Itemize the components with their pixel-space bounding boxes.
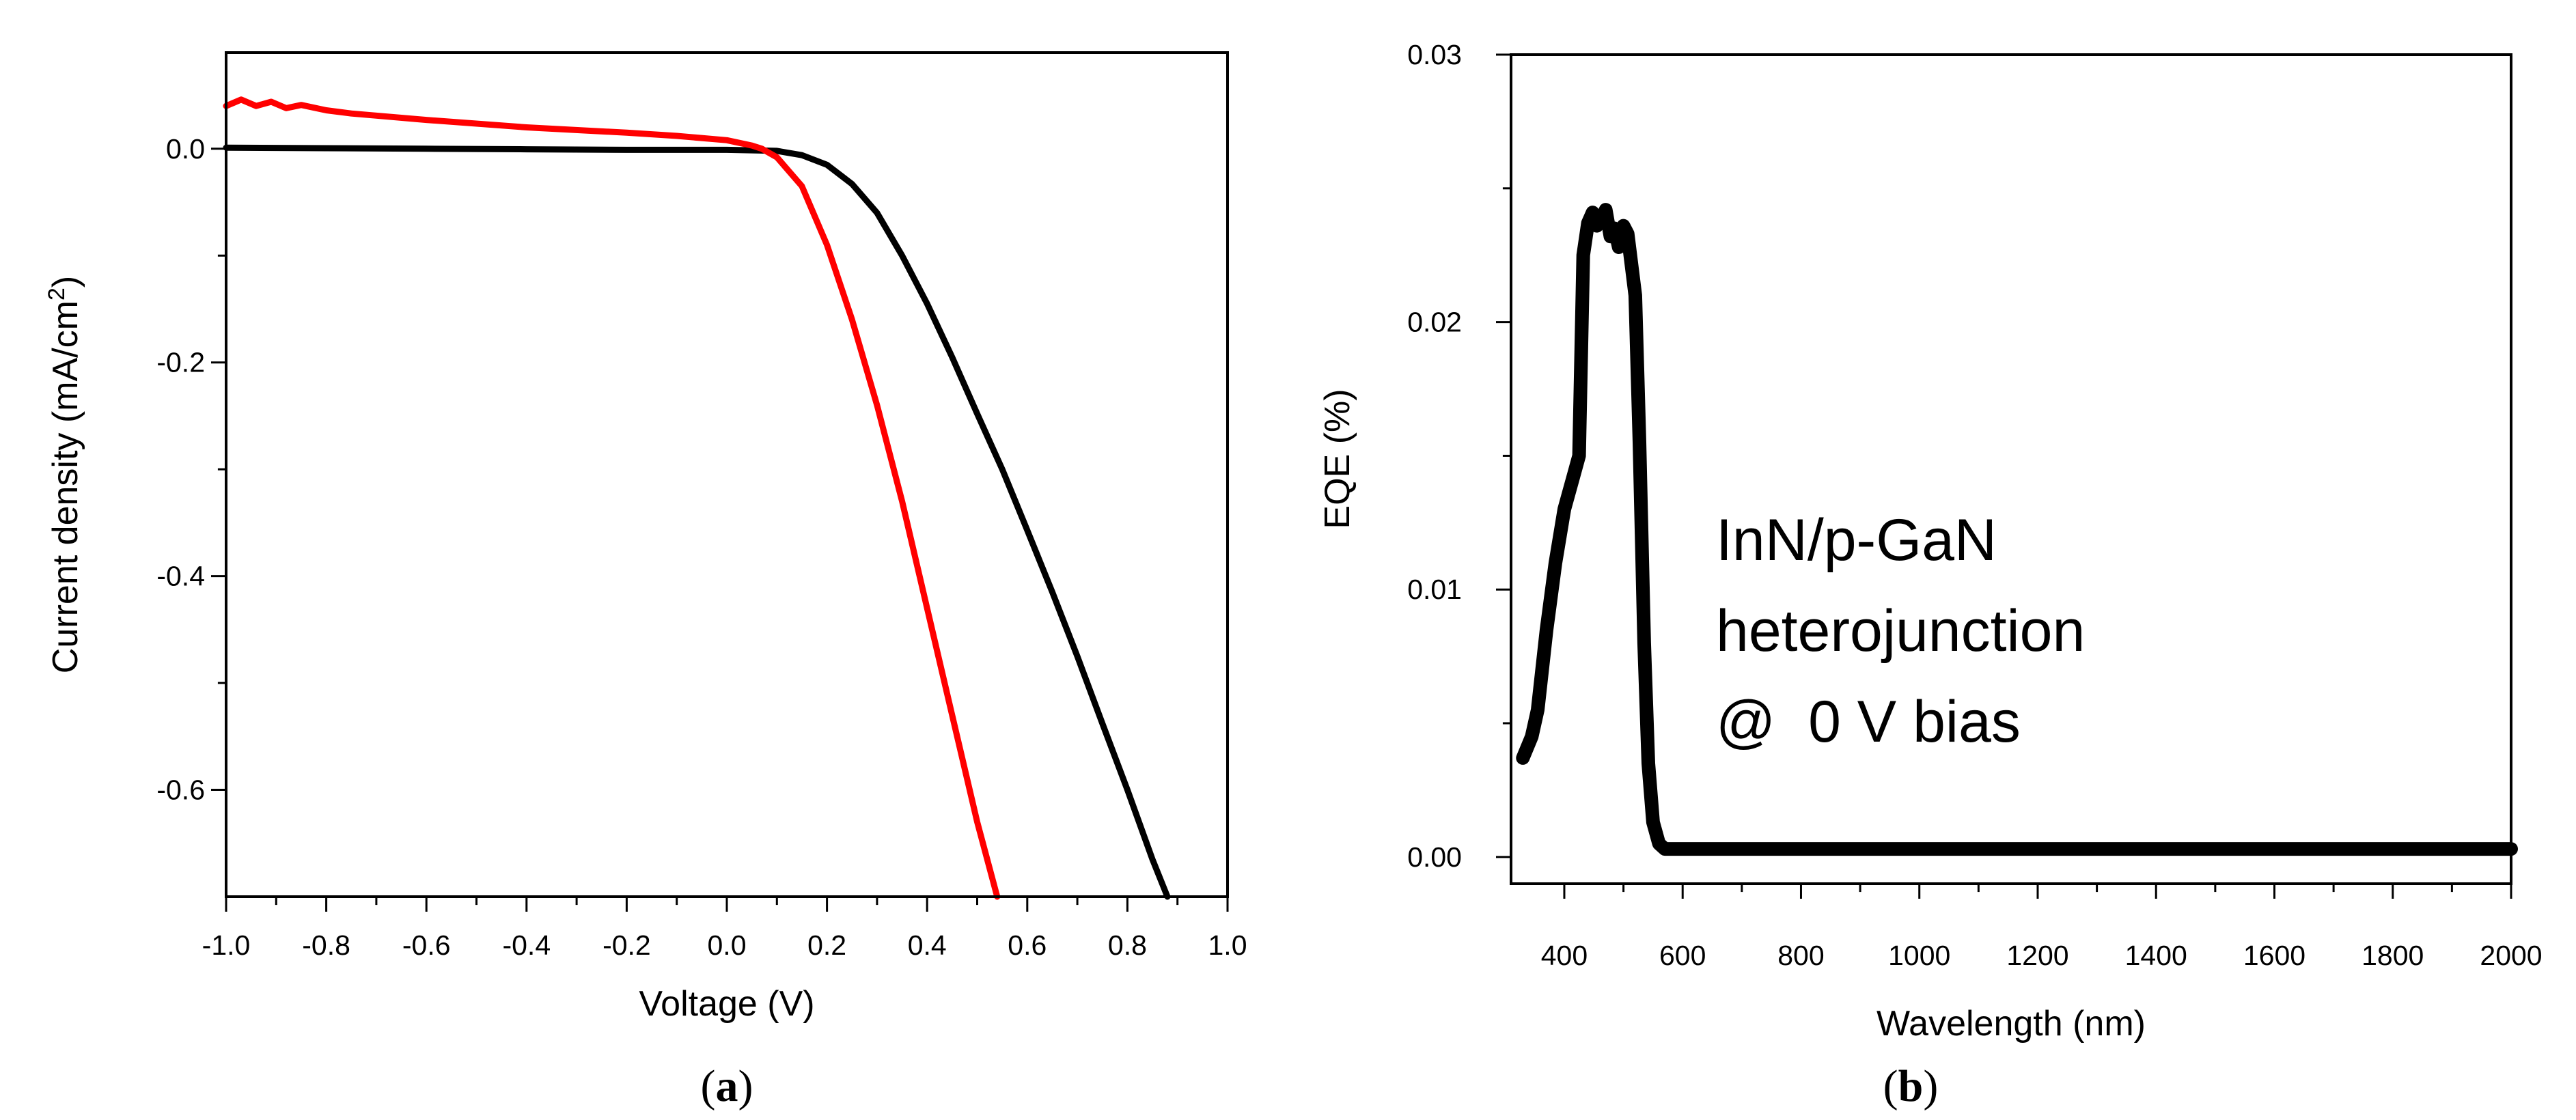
panel-a-xtick-label: -0.2 [603, 929, 651, 961]
panel-a-ytick-label: 0.0 [166, 133, 205, 165]
panel-b-xtick-label: 600 [1659, 940, 1706, 971]
panel-b-ytick-label: 0.03 [1407, 39, 1462, 70]
panel-a-yticks: 0.0 -0.2 -0.4 -0.6 [156, 133, 226, 806]
panel-a-xtick-label: 1.0 [1208, 929, 1247, 961]
panel-a-plot-frame [225, 51, 1229, 898]
panel-b-ytick-label: 0.00 [1407, 841, 1462, 873]
panel-b: 400 600 800 1000 1200 1400 1600 1800 2000 0.000.… [1318, 39, 2543, 1111]
panel-b-xtick-label: 400 [1541, 940, 1588, 971]
panel-a-xtick-label: -0.6 [402, 929, 451, 961]
panel-b-annotation-line-2: heterojunction [1716, 598, 2085, 664]
panel-a-xtick-label: -0.8 [302, 929, 350, 961]
panel-b-series-line-1 [1516, 203, 2518, 856]
panel-b-ytick-label: 0.01 [1407, 574, 1462, 605]
panel-a-xtick-label: 0.0 [708, 929, 747, 961]
panel-a-label: (a) [701, 1061, 753, 1111]
panel-b-plot-frame [1510, 53, 2512, 885]
panel-b-series [1516, 203, 2518, 856]
panel-a-xtick-label: -1.0 [202, 929, 251, 961]
panel-a-xtick-label: 0.8 [1108, 929, 1147, 961]
panel-b-xtick-label: 1600 [2243, 940, 2305, 971]
panel-a: -1.0 -0.8 -0.6 -0.4 -0.2 0.0 0.2 0.4 0.6 0.8 1.0 0… [44, 51, 1247, 1111]
panel-b-label: (b) [1883, 1061, 1939, 1111]
panel-a-xtick-label: 0.4 [908, 929, 947, 961]
panel-a-ytick-label: -0.2 [156, 347, 205, 378]
panel-b-annotation-line-1: InN/p-GaN [1716, 507, 1997, 573]
panel-a-series [223, 96, 1171, 900]
panel-a-xticks: -1.0 -0.8 -0.6 -0.4 -0.2 0.0 0.2 0.4 0.6 0.8 1.0 [202, 897, 1247, 961]
panel-b-xtick-label: 800 [1777, 940, 1824, 971]
panel-a-x-axis-label: Voltage (V) [639, 984, 814, 1024]
panel-b-y-axis-label: EQE (%) [1318, 389, 1357, 529]
panel-a-xtick-label: 0.6 [1008, 929, 1047, 961]
panel-a-xtick-label: 0.2 [807, 929, 846, 961]
panel-a-ytick-label: -0.6 [156, 774, 205, 806]
panel-a-series-line-1 [223, 144, 1171, 900]
panel-a-series-line-2 [223, 96, 1001, 900]
panel-b-yticks: 0.00 0.01 0.02 0.03 [1407, 39, 1511, 873]
panel-b-xtick-label: 2000 [2480, 940, 2542, 971]
panel-b-xtick-label: 1800 [2362, 940, 2424, 971]
panel-b-annotation-line-3: @ 0 V bias [1716, 689, 2021, 755]
panel-b-xticks: 400 600 800 1000 1200 1400 1600 1800 2000 [1541, 884, 2543, 971]
panel-b-xtick-label: 1000 [1888, 940, 1950, 971]
panel-b-ytick-label: 0.02 [1407, 307, 1462, 338]
panel-a-xtick-label: -0.4 [502, 929, 551, 961]
panel-b-x-axis-label: Wavelength (nm) [1876, 1004, 2146, 1044]
panel-b-xtick-label: 1200 [2006, 940, 2068, 971]
panel-a-ytick-label: -0.4 [156, 561, 205, 592]
panel-a-y-axis-label: Current density (mA/cm2) [44, 276, 85, 673]
panel-b-xtick-label: 1400 [2125, 940, 2187, 971]
